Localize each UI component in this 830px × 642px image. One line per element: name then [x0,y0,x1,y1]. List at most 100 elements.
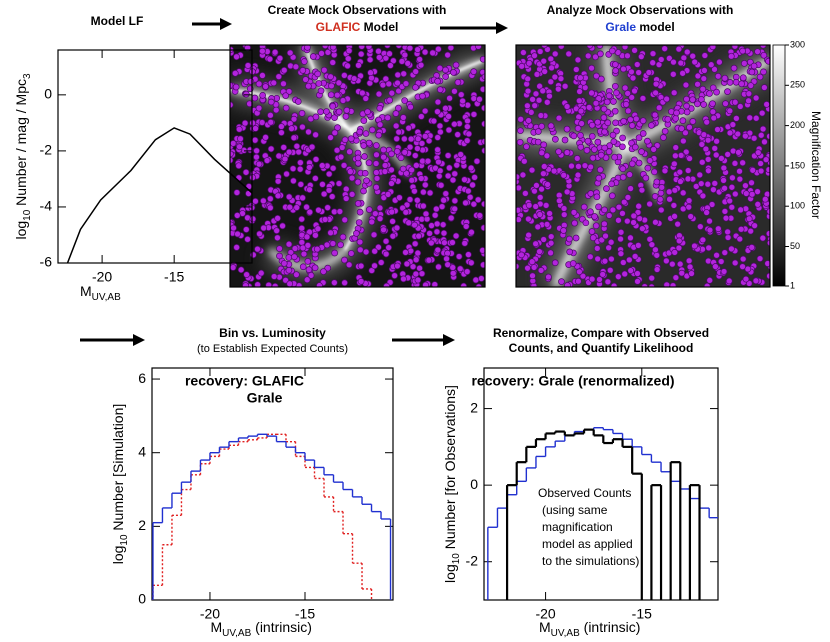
colorbar-tick-label: 50 [790,241,800,251]
galaxy-dot [285,254,293,261]
galaxy-dot [287,62,294,70]
galaxy-dot [628,160,636,168]
galaxy-dot [411,221,418,229]
galaxy-dot [480,261,485,269]
galaxy-dot [312,156,320,163]
galaxy-dot [386,50,393,58]
label-part: UV,AB [222,628,251,639]
galaxy-dot [416,264,423,272]
galaxy-dot [628,139,635,147]
galaxy-dot [307,271,315,279]
galaxy-dot [453,161,461,169]
galaxy-dot [467,259,475,267]
galaxy-dot [746,114,754,122]
galaxy-dot [740,60,748,67]
galaxy-dot [563,125,571,133]
galaxy-dot [375,131,383,139]
galaxy-dot [436,64,444,72]
galaxy-dot [382,75,390,83]
galaxy-dot [650,146,657,153]
galaxy-dot [588,64,595,72]
galaxy-dot [328,82,335,90]
galaxy-dot [624,52,631,60]
galaxy-dot [733,115,740,122]
galaxy-dot [365,206,373,213]
galaxy-dot [313,245,321,253]
galaxy-dot [281,155,289,163]
galaxy-dot [400,275,407,283]
galaxy-dot [602,232,609,240]
galaxy-dot [368,126,376,134]
galaxy-dot [619,210,626,217]
galaxy-dot [577,74,584,82]
galaxy-dot [617,228,625,236]
galaxy-dot [757,167,765,175]
galaxy-dot [329,240,337,247]
galaxy-dot [442,104,449,112]
galaxy-dot [295,148,303,156]
galaxy-dot [347,135,355,143]
galaxy-dot [554,85,562,93]
label-part: 3 [22,73,33,79]
galaxy-dot [308,143,316,151]
galaxy-dot [435,172,443,180]
galaxy-dot [574,56,582,64]
galaxy-dot [391,272,398,279]
galaxy-dot [286,49,294,57]
galaxy-dot [312,131,319,139]
galaxy-dot [649,59,657,67]
galaxy-dot [615,273,622,281]
galaxy-dot [595,174,603,182]
panel-title: Create Mock Observations with [268,3,447,17]
galaxy-dot [677,59,685,67]
galaxy-dot [738,80,745,88]
galaxy-dot [242,90,250,98]
galaxy-dot [401,51,409,59]
label-part: log [442,564,458,583]
galaxy-dot [389,218,396,225]
galaxy-dot [531,187,538,195]
galaxy-dot [619,134,626,142]
x-tick-label: -20 [92,269,112,285]
galaxy-dot [367,69,374,77]
galaxy-dot [356,128,364,136]
axis-label: log10 Number / mag / Mpc3 [13,73,33,240]
galaxy-dot [711,65,718,73]
galaxy-dot [625,256,633,264]
galaxy-dot [761,138,768,146]
galaxy-dot [547,78,555,86]
galaxy-dot [608,47,616,55]
galaxy-dot [321,45,329,50]
mock-image-glafic [230,45,485,287]
galaxy-dot [524,87,532,95]
galaxy-dot [285,266,293,274]
galaxy-dot [704,156,712,163]
galaxy-dot [705,167,712,175]
galaxy-dot [400,70,408,78]
galaxy-dot [696,171,704,179]
galaxy-dot [324,48,332,56]
galaxy-dot [461,176,468,183]
galaxy-dot [341,136,349,144]
galaxy-dot [713,137,720,145]
galaxy-dot [671,249,679,256]
galaxy-dot [450,69,457,76]
galaxy-dot [303,233,311,241]
y-tick-label: -2 [466,552,479,568]
galaxy-dot [754,188,761,196]
galaxy-dot [655,104,663,112]
galaxy-dot [233,53,240,61]
galaxy-dot [626,171,634,178]
galaxy-dot [661,45,669,53]
galaxy-dot [375,90,383,98]
galaxy-dot [267,111,274,119]
galaxy-dot [298,215,306,223]
galaxy-dot [590,146,598,153]
galaxy-dot [589,154,597,162]
galaxy-dot [721,74,729,82]
galaxy-dot [612,67,619,74]
galaxy-dot [244,214,251,222]
galaxy-dot [533,70,541,78]
galaxy-dot [449,269,457,277]
legend-entry: Grale [247,390,283,406]
